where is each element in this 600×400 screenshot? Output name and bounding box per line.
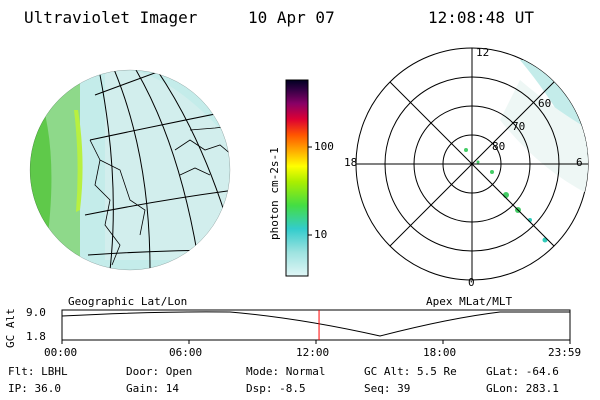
seq-info: Seq: 39 — [364, 382, 411, 395]
gc-alt-info: GC Alt: 5.5 Re — [364, 365, 457, 378]
mode-info: Mode: Normal — [246, 365, 326, 378]
time-tick-0600: 06:00 — [169, 346, 203, 359]
altitude-strip — [61, 309, 571, 344]
time-label: 12:08:48 UT — [428, 8, 534, 27]
date-label: 10 Apr 07 — [248, 8, 335, 27]
instrument-title: Ultraviolet Imager — [24, 8, 198, 27]
ip-info: IP: 36.0 — [8, 382, 61, 395]
dsp-info: Dsp: -8.5 — [246, 382, 306, 395]
glat-info: GLat: -64.6 — [486, 365, 559, 378]
ytick-1-8: 1.8 — [26, 330, 46, 343]
time-tick-0000: 00:00 — [44, 346, 78, 359]
coastline — [89, 124, 230, 266]
colorbar — [285, 79, 312, 277]
colorbar-unit-label: photon cm-2s-1 — [268, 147, 281, 240]
door-info: Door: Open — [126, 365, 193, 378]
colorbar-tick-10: 10 — [314, 228, 328, 241]
time-tick-2359: 23:59 — [548, 346, 582, 359]
colorbar-tick-100: 100 — [314, 140, 334, 153]
mlt-label-6: 6 — [576, 156, 583, 169]
mlt-label-18: 18 — [344, 156, 358, 169]
time-tick-1200: 12:00 — [296, 346, 330, 359]
geographic-caption: Geographic Lat/Lon — [68, 295, 188, 308]
ytick-9-0: 9.0 — [26, 306, 46, 319]
gain-info: Gain: 14 — [126, 382, 179, 395]
mlat-label-80: 80 — [492, 140, 506, 153]
mlat-label-70: 70 — [512, 120, 526, 133]
time-tick-1800: 18:00 — [423, 346, 457, 359]
polar-plot — [355, 47, 589, 281]
mlt-label-12: 12 — [476, 46, 490, 59]
filter-info: Flt: LBHL — [8, 365, 68, 378]
mlt-label-0: 0 — [468, 276, 475, 289]
glon-info: GLon: 283.1 — [486, 382, 559, 395]
polar-caption: Apex MLat/MLT — [426, 295, 513, 308]
gc-alt-ylabel: GC Alt — [4, 308, 17, 348]
mlat-label-60: 60 — [538, 97, 552, 110]
geographic-image — [29, 69, 231, 271]
